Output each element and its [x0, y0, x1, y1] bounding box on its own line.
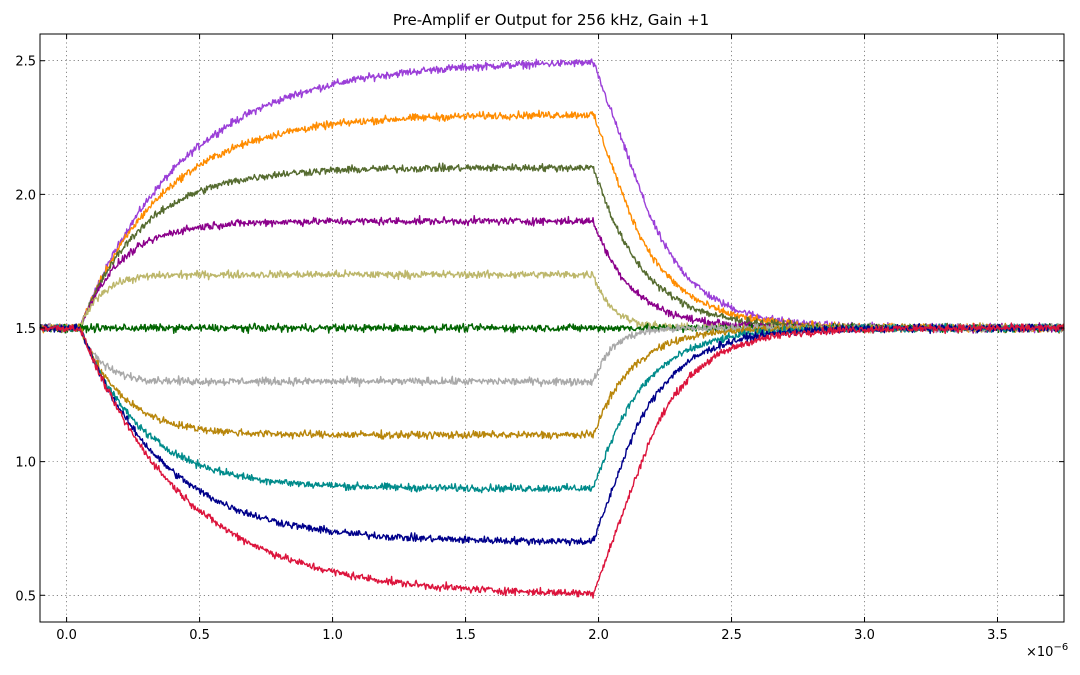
y-tick-label: 2.0 — [15, 188, 36, 203]
x-tick-label: 1.0 — [322, 628, 343, 643]
x-multiplier-exponent: −6 — [1053, 642, 1068, 653]
x-tick-label: 3.0 — [854, 628, 875, 643]
series-line — [39, 322, 1065, 494]
x-multiplier-base: ×10 — [1026, 645, 1053, 660]
x-axis-multiplier: ×10−6 — [1026, 642, 1068, 660]
x-tick-label: 0.5 — [189, 628, 210, 643]
x-axis: 0.0 0.5 1.0 1.5 2.0 2.5 3.0 3.5 — [56, 34, 1008, 643]
x-tick-label: 3.5 — [987, 628, 1008, 643]
y-tick-label: 1.5 — [15, 322, 36, 337]
series-line — [39, 269, 1065, 334]
series-group — [39, 58, 1065, 599]
x-tick-label: 2.5 — [721, 628, 742, 643]
x-tick-label: 0.0 — [56, 628, 77, 643]
y-axis: 0.5 1.0 1.5 2.0 2.5 — [15, 55, 1064, 604]
y-tick-label: 0.5 — [15, 589, 36, 604]
x-tick-label: 1.5 — [455, 628, 476, 643]
series-line — [39, 322, 1065, 599]
x-tick-label: 2.0 — [588, 628, 609, 643]
chart-title: Pre-Amplif er Output for 256 kHz, Gain +… — [393, 11, 709, 29]
series-line — [39, 162, 1065, 334]
y-tick-label: 2.5 — [15, 55, 36, 70]
series-line — [39, 322, 1065, 388]
y-tick-label: 1.0 — [15, 456, 36, 471]
